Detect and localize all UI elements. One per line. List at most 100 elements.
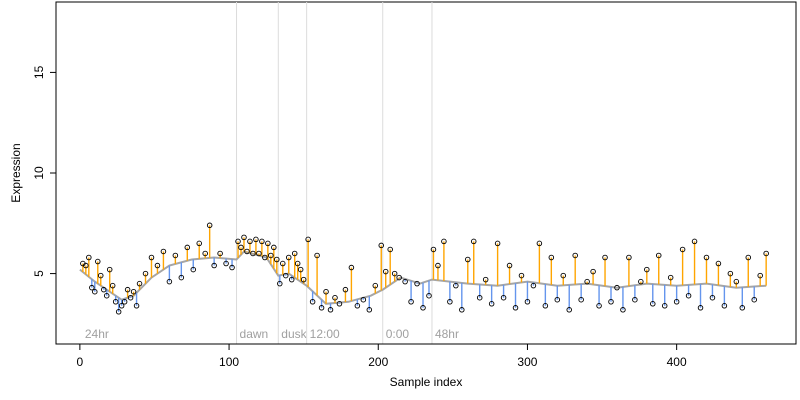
data-point (566, 307, 572, 313)
data-point (372, 282, 379, 289)
data-point (133, 303, 140, 309)
data-point (733, 278, 740, 285)
data-point (650, 301, 656, 307)
data-point (476, 294, 483, 301)
data-point (506, 262, 513, 269)
data-point (548, 254, 555, 261)
data-point (590, 268, 596, 275)
data-point (661, 303, 668, 309)
data-point (300, 276, 307, 283)
data-point (453, 282, 459, 289)
data-point (512, 305, 519, 311)
data-point (121, 299, 128, 305)
data-point (602, 254, 608, 261)
data-point (354, 303, 361, 309)
data-point (441, 238, 447, 245)
data-point (280, 260, 286, 267)
data-point (536, 240, 543, 247)
data-point (112, 299, 119, 305)
data-point (332, 294, 338, 301)
data-point (430, 246, 437, 253)
data-point (115, 309, 122, 315)
data-point (166, 278, 173, 285)
data-point (229, 264, 235, 271)
data-point (402, 278, 408, 285)
data-point (259, 238, 265, 245)
data-point (459, 307, 465, 313)
segment-label-3: 0:00 (386, 327, 410, 341)
data-point (309, 299, 316, 305)
data-point (172, 252, 179, 259)
data-point (148, 254, 155, 261)
x-axis-label: Sample index (390, 375, 463, 389)
data-point (578, 296, 584, 303)
data-point (667, 274, 674, 281)
data-point (518, 272, 525, 279)
data-point (323, 288, 329, 295)
x-tick-label: 400 (667, 355, 687, 369)
data-point (655, 252, 662, 259)
data-point (314, 252, 320, 259)
data-point (414, 280, 420, 287)
segment-label-1: dusk (281, 327, 307, 341)
data-point (256, 250, 262, 257)
data-point (691, 238, 698, 245)
data-point (348, 264, 355, 271)
data-point (202, 250, 208, 257)
data-point (130, 288, 137, 295)
data-point (250, 250, 256, 257)
data-point (703, 254, 710, 261)
data-point (124, 286, 131, 293)
data-point (342, 286, 349, 293)
y-tick-label: 5 (32, 270, 46, 277)
data-point (745, 254, 752, 261)
data-point (420, 305, 426, 311)
residual-lines (82, 225, 767, 312)
data-point (715, 260, 722, 267)
data-point (238, 244, 244, 251)
data-point (294, 260, 301, 267)
data-point (106, 266, 113, 273)
data-point (86, 254, 92, 261)
data-point (584, 278, 590, 285)
data-point (596, 303, 602, 309)
data-point (709, 294, 716, 301)
data-point (763, 250, 769, 257)
data-point (223, 260, 229, 267)
data-point (542, 303, 549, 309)
data-point (494, 240, 501, 247)
data-point (196, 240, 202, 247)
x-tick-label: 100 (219, 355, 239, 369)
data-point (697, 305, 704, 311)
data-point (190, 266, 197, 273)
y-tick-label: 10 (32, 166, 46, 180)
observation-points (80, 222, 769, 315)
segment-label-2: 12:00 (310, 327, 340, 341)
data-point (608, 299, 614, 305)
data-point (679, 246, 686, 253)
segment-label-4: 48hr (435, 327, 459, 341)
data-point (632, 296, 638, 303)
data-point (638, 278, 644, 285)
data-point (265, 240, 271, 247)
x-axis: 0 100 200 300 400 (77, 343, 687, 369)
data-point (382, 268, 389, 275)
data-point (127, 294, 134, 301)
data-point (447, 299, 453, 305)
data-point (271, 244, 277, 251)
data-point (739, 305, 746, 311)
data-point (274, 256, 280, 263)
segment-lines: dawn dusk 12:00 0:00 48hr 24hr (85, 2, 459, 344)
data-point (277, 280, 283, 287)
data-point (391, 270, 398, 277)
data-point (626, 254, 632, 261)
data-point (235, 238, 241, 245)
data-point (206, 222, 213, 229)
data-point (92, 288, 98, 295)
data-point (530, 282, 537, 289)
data-point (757, 272, 763, 279)
data-point (285, 254, 292, 261)
data-point (253, 236, 259, 243)
x-tick-label: 300 (517, 355, 537, 369)
